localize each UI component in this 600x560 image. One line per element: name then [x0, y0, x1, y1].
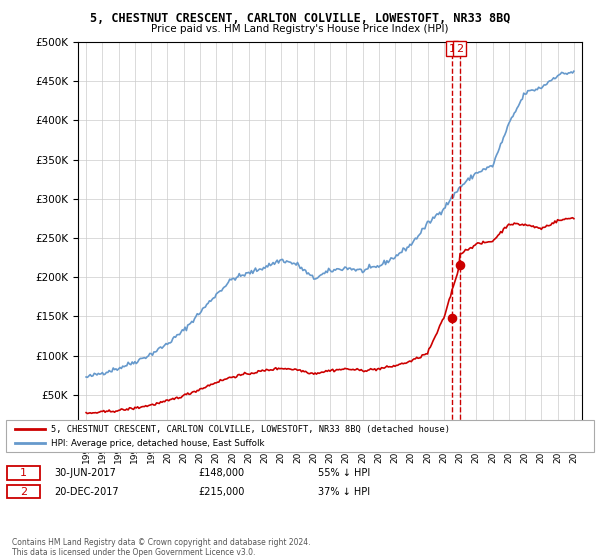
Point	[455, 261, 464, 270]
Text: 5, CHESTNUT CRESCENT, CARLTON COLVILLE, LOWESTOFT, NR33 8BQ: 5, CHESTNUT CRESCENT, CARLTON COLVILLE, …	[90, 12, 510, 25]
Text: 30-JUN-2017: 30-JUN-2017	[54, 468, 116, 478]
Text: 2: 2	[20, 487, 27, 497]
Text: Price paid vs. HM Land Registry's House Price Index (HPI): Price paid vs. HM Land Registry's House …	[151, 24, 449, 34]
Text: 5, CHESTNUT CRESCENT, CARLTON COLVILLE, LOWESTOFT, NR33 8BQ (detached house): 5, CHESTNUT CRESCENT, CARLTON COLVILLE, …	[51, 424, 450, 433]
Text: 2: 2	[456, 44, 463, 54]
Text: 55% ↓ HPI: 55% ↓ HPI	[318, 468, 370, 478]
Text: 20-DEC-2017: 20-DEC-2017	[54, 487, 119, 497]
Text: £215,000: £215,000	[198, 487, 244, 497]
Text: £148,000: £148,000	[198, 468, 244, 478]
Text: 37% ↓ HPI: 37% ↓ HPI	[318, 487, 370, 497]
Text: HPI: Average price, detached house, East Suffolk: HPI: Average price, detached house, East…	[51, 439, 265, 448]
Text: 1: 1	[448, 44, 455, 54]
Text: 1: 1	[20, 468, 27, 478]
Point	[447, 314, 457, 323]
Text: Contains HM Land Registry data © Crown copyright and database right 2024.
This d: Contains HM Land Registry data © Crown c…	[12, 538, 311, 557]
